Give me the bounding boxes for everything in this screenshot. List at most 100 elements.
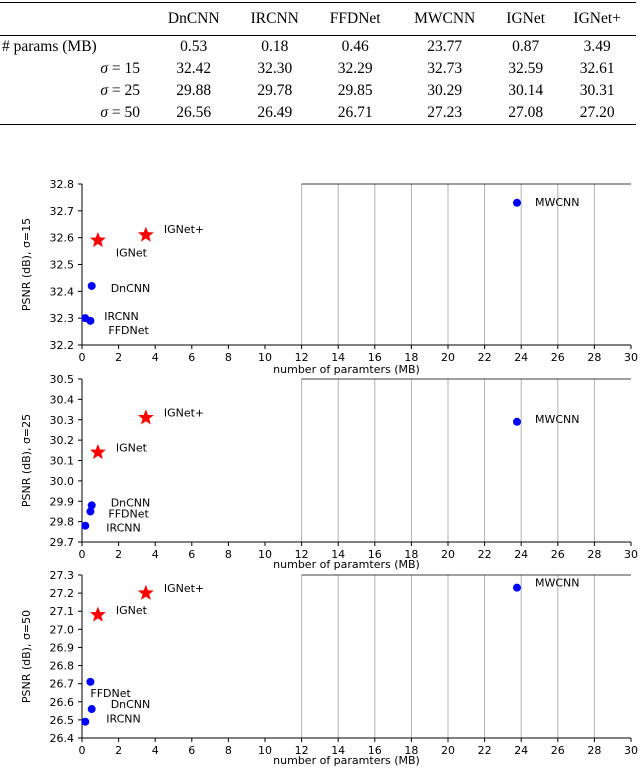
point-label: IGNet (116, 604, 148, 617)
table-cell: 3.49 (583, 38, 611, 55)
column-header: FFDNet (314, 2, 397, 36)
x-tick-label: 16 (368, 351, 382, 364)
point-ffdnet-circle (86, 677, 95, 686)
y-tick-label: 26.4 (50, 732, 75, 745)
point-label: MWCNN (535, 413, 580, 426)
x-tick-label: 18 (404, 744, 418, 757)
point-label: MWCNN (535, 577, 580, 590)
table-cell: 29.85 (337, 82, 373, 99)
x-tick-label: 4 (152, 351, 159, 364)
sigma-symbol: σ (100, 82, 108, 99)
x-tick-label: 16 (368, 548, 382, 561)
point-label: IGNet+ (164, 223, 204, 236)
point-label: DnCNN (111, 496, 151, 509)
row-label: # params (MB) (0, 36, 152, 59)
x-tick-label: 28 (587, 548, 601, 561)
x-tick-label: 26 (551, 744, 565, 757)
point-label: MWCNN (535, 196, 580, 209)
x-tick-label: 26 (551, 548, 565, 561)
table-cell: 27.08 (492, 102, 559, 125)
point-ignet-plus-star (137, 226, 154, 242)
table-cell: 30.29 (427, 82, 463, 99)
x-axis-label: number of paramters (MB) (273, 558, 420, 571)
x-tick-label: 8 (225, 548, 232, 561)
y-tick-label: 26.5 (50, 714, 75, 727)
y-tick-label: 32.7 (50, 205, 75, 218)
point-dncnn-circle (87, 501, 96, 510)
column-header: DnCNN (152, 2, 236, 36)
point-ignet-star (89, 232, 106, 248)
results-table: DnCNN IRCNN FFDNet MWCNN IGNet IGNet+ # … (0, 2, 636, 125)
x-tick-label: 8 (225, 351, 232, 364)
row-label: σ = 50 (0, 102, 152, 125)
column-header (0, 2, 152, 36)
x-tick-label: 22 (478, 351, 492, 364)
point-label: IGNet+ (164, 407, 204, 420)
table-cell: 32.59 (508, 60, 544, 77)
y-tick-label: 26.9 (50, 641, 75, 654)
table-row: σ = 15 32.42 32.30 32.29 32.73 32.59 32.… (0, 58, 636, 80)
table-cell: 0.87 (512, 38, 540, 55)
y-tick-label: 26.6 (50, 696, 75, 709)
table-cell: 30.31 (579, 82, 615, 99)
table-cell: 0.46 (341, 38, 369, 55)
chart-panel-3: 0 2 4 6 8 10 12 14 16 18 20 22 24 26 28 3026.426.526.62… (20, 569, 638, 767)
x-tick-label: 8 (225, 744, 232, 757)
x-tick-label: 20 (441, 744, 455, 757)
x-tick-label: 10 (258, 744, 272, 757)
point-mwcnn-circle (512, 417, 521, 426)
column-header: IGNet (492, 2, 559, 36)
y-axis-label: PSNR (dB), σ=50 (20, 610, 33, 703)
x-tick-label: 22 (478, 548, 492, 561)
point-label: IGNet+ (164, 582, 204, 595)
x-tick-label: 22 (478, 744, 492, 757)
y-tick-label: 30.3 (50, 414, 75, 427)
point-mwcnn-circle (512, 198, 521, 207)
x-tick-label: 24 (514, 351, 528, 364)
results-table-container: DnCNN IRCNN FFDNet MWCNN IGNet IGNet+ # … (0, 0, 640, 140)
x-tick-label: 12 (295, 744, 309, 757)
x-tick-label: 20 (441, 351, 455, 364)
x-tick-label: 26 (551, 351, 565, 364)
point-ignet-plus-star (137, 409, 154, 425)
y-tick-label: 29.8 (50, 516, 75, 529)
table-cell: 26.71 (314, 102, 397, 125)
x-tick-label: 30 (624, 744, 638, 757)
x-tick-label: 30 (624, 351, 638, 364)
table-row: σ = 50 26.56 26.49 26.71 27.23 27.08 27.… (0, 102, 636, 125)
y-tick-label: 32.2 (50, 339, 75, 352)
x-tick-label: 28 (587, 744, 601, 757)
table-cell: 27.20 (558, 102, 636, 125)
y-tick-label: 30.0 (50, 475, 75, 488)
table-header-row: DnCNN IRCNN FFDNet MWCNN IGNet IGNet+ (0, 2, 636, 36)
y-tick-label: 32.8 (50, 178, 75, 191)
sigma-symbol: σ (100, 60, 108, 77)
row-label-suffix: = 50 (108, 104, 140, 121)
x-axis-label: number of paramters (MB) (273, 363, 420, 376)
x-tick-label: 0 (79, 744, 86, 757)
y-tick-label: 27.1 (50, 605, 75, 618)
point-label: FFDNet (108, 324, 149, 337)
x-tick-label: 2 (115, 351, 122, 364)
point-label: IRCNN (106, 713, 140, 726)
point-ignet-plus-star (137, 584, 154, 600)
x-tick-label: 4 (152, 744, 159, 757)
point-ffdnet-circle (86, 507, 95, 516)
y-tick-label: 30.2 (50, 434, 75, 447)
y-tick-label: 29.9 (50, 495, 75, 508)
point-dncnn-circle (87, 705, 96, 714)
row-label-suffix: = 15 (108, 60, 140, 77)
point-label: IGNet (116, 441, 148, 454)
point-dncnn-circle (87, 281, 96, 290)
y-tick-label: 29.7 (50, 536, 75, 549)
row-label: σ = 25 (0, 80, 152, 102)
x-tick-label: 2 (115, 744, 122, 757)
x-tick-label: 2 (115, 548, 122, 561)
y-tick-label: 32.6 (50, 232, 75, 245)
table-cell: 26.49 (235, 102, 315, 125)
sigma-symbol: σ (100, 104, 108, 121)
y-tick-label: 26.7 (50, 678, 75, 691)
point-label: FFDNet (108, 507, 149, 520)
row-label-text: # params (MB) (2, 38, 97, 55)
